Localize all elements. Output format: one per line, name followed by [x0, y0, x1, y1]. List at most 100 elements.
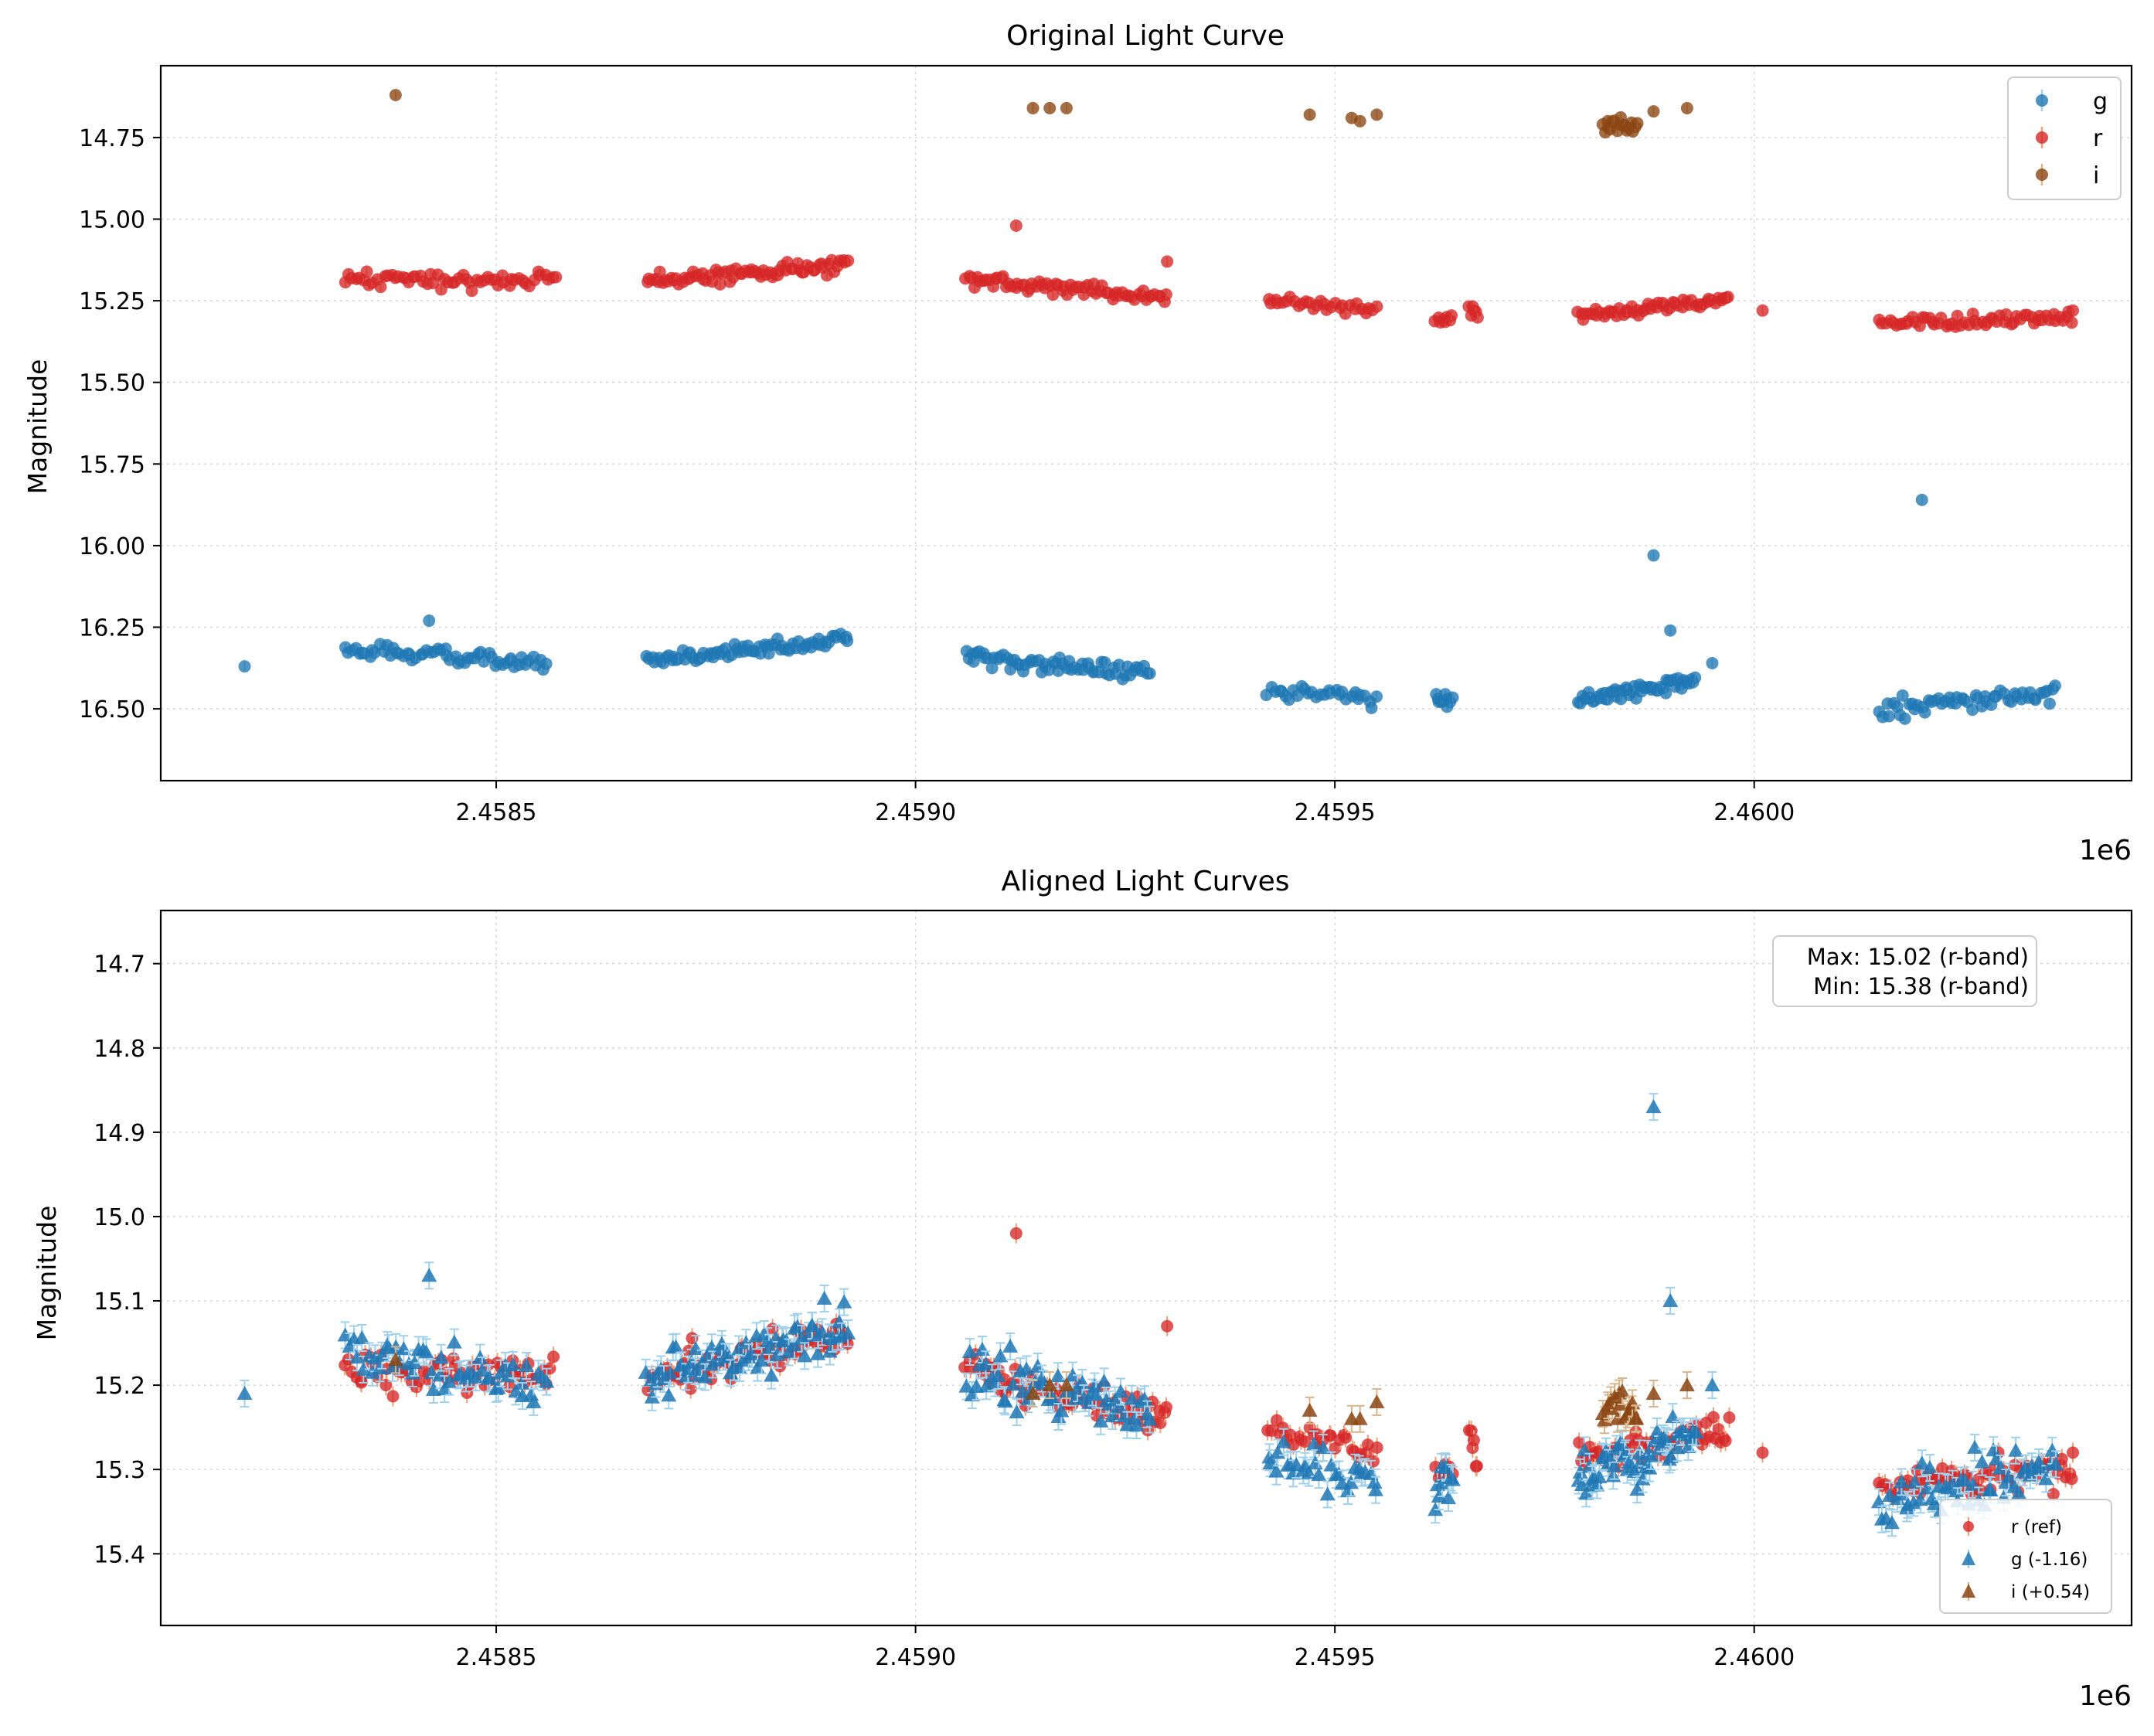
legend-marker-r-ref: [1963, 1521, 1974, 1532]
y-tick-label: 15.1: [94, 1288, 145, 1316]
x-tick-label: 2.4600: [1713, 1644, 1795, 1671]
data-point: [978, 1356, 994, 1371]
data-point: [814, 1324, 830, 1339]
data-point: [1026, 101, 1040, 114]
data-point: [710, 1353, 727, 1367]
data-point: [2038, 1471, 2054, 1486]
chart-title: Aligned Light Curves: [1002, 866, 1290, 897]
data-point: [1161, 255, 1174, 268]
data-point: [2001, 1469, 2017, 1483]
data-point: [1680, 101, 1693, 114]
y-tick-label: 16.25: [79, 614, 145, 642]
data-point: [1467, 1434, 1480, 1447]
data-point: [840, 1326, 856, 1340]
data-point: [1471, 311, 1484, 324]
data-point: [1025, 1386, 1041, 1401]
y-tick-label: 14.9: [94, 1120, 145, 1147]
data-point: [1352, 1411, 1368, 1425]
x-tick-label: 2.4585: [456, 1644, 537, 1671]
data-point: [1019, 1361, 1035, 1376]
data-point: [1894, 1474, 1910, 1489]
data-point: [810, 1346, 826, 1360]
data-point: [1982, 1482, 1999, 1497]
data-point: [754, 1353, 770, 1367]
data-point: [1441, 1490, 1457, 1505]
legend-entry-i-shift: i (+0.54): [1962, 1582, 2090, 1602]
data-point: [1721, 291, 1734, 304]
x-tick-label: 2.4595: [1295, 1644, 1376, 1671]
data-point: [1606, 1458, 1622, 1472]
data-point: [1967, 1439, 1983, 1454]
data-point: [822, 1343, 838, 1358]
legend-entry-r-ref: r (ref): [1963, 1517, 2062, 1537]
data-point: [1353, 114, 1366, 128]
data-point: [1907, 1474, 1923, 1489]
data-point: [418, 1344, 434, 1359]
y-tick-label: 15.50: [79, 370, 145, 397]
data-point: [1088, 1387, 1104, 1401]
y-tick-label: 15.3: [94, 1457, 145, 1484]
data-point: [1974, 1454, 1990, 1469]
data-point: [1104, 1408, 1121, 1423]
data-point: [1628, 1411, 1645, 1425]
data-point: [2048, 679, 2061, 693]
data-point: [1631, 117, 1644, 130]
data-point: [1154, 1416, 1167, 1429]
data-point: [1578, 1486, 1594, 1500]
data-point: [1009, 1404, 1025, 1419]
y-tick-label: 14.75: [79, 125, 145, 152]
data-point: [1053, 1403, 1070, 1418]
data-point: [1921, 1460, 1938, 1475]
data-point: [1591, 1469, 1608, 1483]
data-point: [437, 1381, 453, 1396]
data-point: [2043, 697, 2056, 710]
y-tick-label: 15.2: [94, 1373, 145, 1400]
x-tick-label: 2.4600: [1713, 799, 1795, 826]
data-point: [1626, 1463, 1642, 1478]
data-point: [985, 662, 999, 675]
data-point: [1305, 1436, 1322, 1451]
data-point: [1006, 1377, 1022, 1391]
data-point: [1645, 1099, 1662, 1114]
data-point: [1669, 1440, 1686, 1455]
y-tick-label: 14.7: [94, 951, 145, 979]
y-tick-label: 15.25: [79, 288, 145, 315]
data-point: [668, 1339, 684, 1353]
data-point: [1707, 1411, 1720, 1424]
data-point: [1756, 1446, 1769, 1459]
y-tick-label: 15.0: [94, 1204, 145, 1231]
data-point: [539, 1373, 555, 1388]
data-point: [1319, 1486, 1336, 1501]
data-point: [424, 1364, 440, 1379]
data-point: [1719, 1435, 1732, 1448]
data-point: [1366, 1474, 1383, 1489]
data-point: [1159, 288, 1172, 301]
legend-entry-r: r: [2036, 125, 2103, 152]
data-point: [1111, 1399, 1128, 1414]
data-marks: [238, 89, 2080, 725]
legend-marker-r: [2036, 131, 2048, 144]
series-g: [236, 1093, 2064, 1537]
data-point: [1117, 1408, 1133, 1423]
data-point: [816, 1291, 832, 1305]
legend-label-i-shift: i (+0.54): [2011, 1582, 2090, 1602]
data-point: [421, 1268, 437, 1282]
data-point: [547, 1350, 560, 1363]
data-point: [836, 1294, 852, 1309]
data-point: [349, 1350, 366, 1364]
data-point: [713, 277, 727, 291]
data-point: [2067, 1446, 2080, 1459]
legend-marker-g: [2036, 94, 2048, 107]
x-tick-label: 2.4590: [875, 1644, 956, 1671]
data-point: [1926, 1496, 1942, 1510]
x-tick-label: 2.4590: [875, 799, 956, 826]
series-i: [389, 89, 1693, 139]
data-point: [1087, 1378, 1103, 1393]
data-point: [1688, 1425, 1704, 1439]
data-point: [1662, 1448, 1679, 1463]
annotation-max: Max: 15.02 (r-band): [1807, 944, 2029, 970]
data-point: [697, 1369, 713, 1384]
data-point: [769, 1346, 785, 1361]
data-point: [744, 1346, 761, 1361]
data-point: [831, 1314, 847, 1329]
